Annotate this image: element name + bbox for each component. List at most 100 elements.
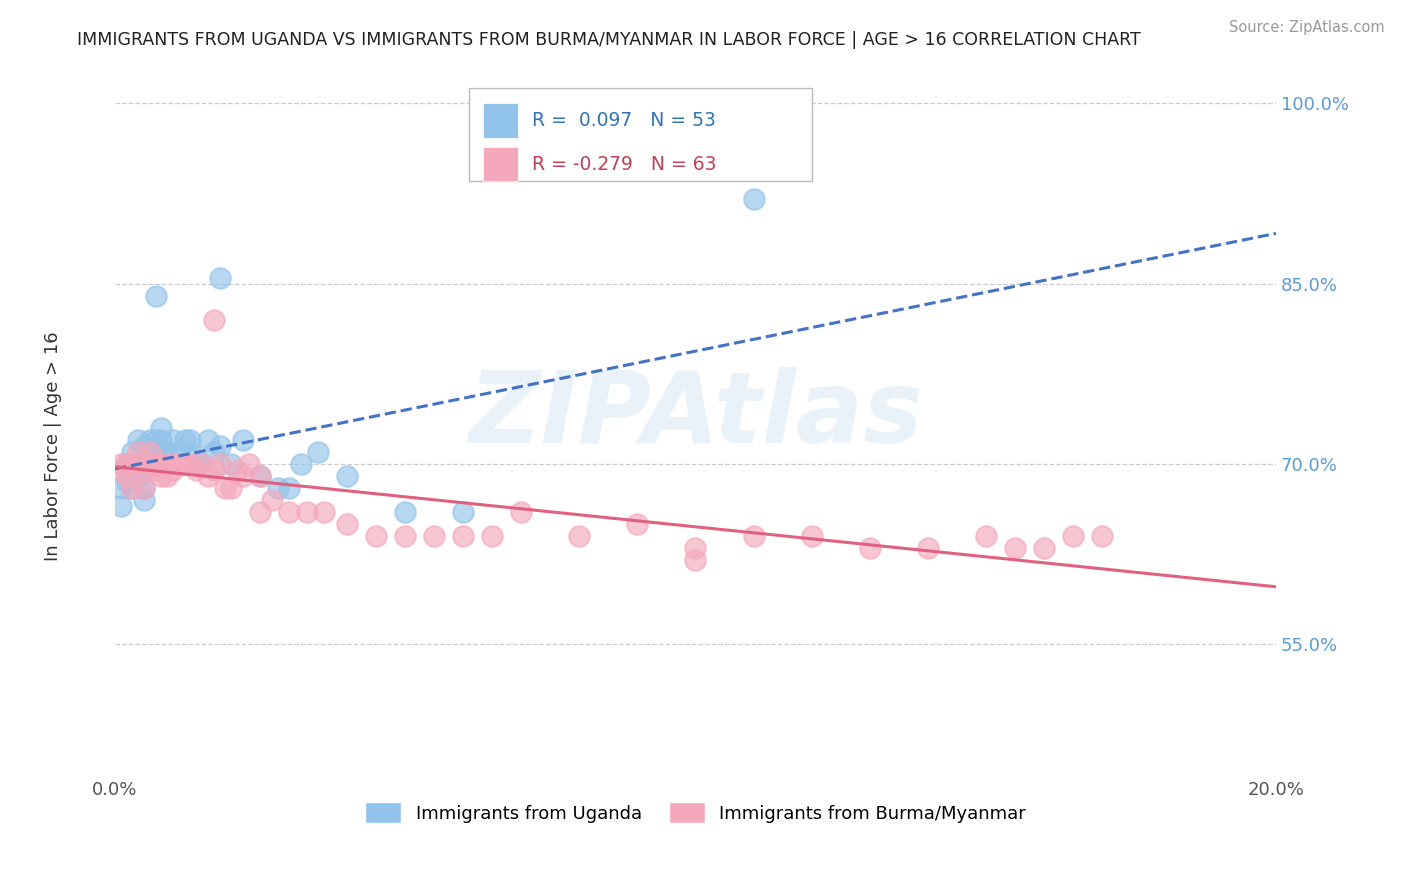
Point <box>278 481 301 495</box>
Point <box>139 433 162 447</box>
Point <box>110 499 132 513</box>
Point <box>115 475 138 489</box>
Point <box>167 457 190 471</box>
Point <box>150 421 173 435</box>
Point <box>110 457 132 471</box>
Point <box>366 529 388 543</box>
Point <box>150 445 173 459</box>
Point <box>173 457 195 471</box>
Point <box>110 481 132 495</box>
Point <box>173 457 195 471</box>
Point <box>742 193 765 207</box>
Point <box>127 457 149 471</box>
Point <box>115 457 138 471</box>
Point <box>568 529 591 543</box>
Point <box>202 312 225 326</box>
Point <box>127 469 149 483</box>
Point <box>150 469 173 483</box>
Point <box>139 445 162 459</box>
Point <box>179 433 201 447</box>
Point <box>156 457 179 471</box>
Point <box>173 457 195 471</box>
Point <box>132 463 155 477</box>
Point <box>226 463 249 477</box>
Point <box>260 492 283 507</box>
Point <box>295 505 318 519</box>
Legend: Immigrants from Uganda, Immigrants from Burma/Myanmar: Immigrants from Uganda, Immigrants from … <box>357 796 1033 830</box>
Point <box>156 457 179 471</box>
Text: In Labor Force | Age > 16: In Labor Force | Age > 16 <box>45 331 62 561</box>
Point <box>266 481 288 495</box>
Point <box>179 457 201 471</box>
Point <box>156 469 179 483</box>
Point <box>917 541 939 555</box>
Text: R = -0.279   N = 63: R = -0.279 N = 63 <box>531 154 716 174</box>
Point <box>219 481 242 495</box>
Point <box>1062 529 1084 543</box>
Point <box>145 457 167 471</box>
Point <box>510 505 533 519</box>
Point <box>132 481 155 495</box>
Point <box>121 481 143 495</box>
Point <box>110 463 132 477</box>
Point <box>167 457 190 471</box>
Point <box>1091 529 1114 543</box>
Point <box>121 457 143 471</box>
Point <box>191 457 214 471</box>
Text: IMMIGRANTS FROM UGANDA VS IMMIGRANTS FROM BURMA/MYANMAR IN LABOR FORCE | AGE > 1: IMMIGRANTS FROM UGANDA VS IMMIGRANTS FRO… <box>77 31 1142 49</box>
Point <box>197 433 219 447</box>
Point <box>481 529 503 543</box>
Point <box>307 445 329 459</box>
Text: Source: ZipAtlas.com: Source: ZipAtlas.com <box>1229 20 1385 35</box>
Point <box>150 457 173 471</box>
Point <box>156 445 179 459</box>
Point <box>423 529 446 543</box>
Point <box>800 529 823 543</box>
Point <box>232 469 254 483</box>
Point <box>202 463 225 477</box>
Point <box>1032 541 1054 555</box>
Point <box>139 457 162 471</box>
Point <box>121 457 143 471</box>
Point <box>162 433 184 447</box>
Point <box>685 541 707 555</box>
Point <box>453 505 475 519</box>
Point <box>278 505 301 519</box>
Point <box>208 457 231 471</box>
Point <box>173 433 195 447</box>
Point <box>238 457 260 471</box>
Point <box>453 529 475 543</box>
Point <box>132 457 155 471</box>
Point <box>974 529 997 543</box>
Point <box>232 433 254 447</box>
Point <box>336 516 359 531</box>
Point <box>219 457 242 471</box>
Point <box>394 505 416 519</box>
Point <box>186 457 208 471</box>
Point <box>162 457 184 471</box>
Point <box>167 457 190 471</box>
Point <box>208 439 231 453</box>
Point <box>742 529 765 543</box>
Text: R =  0.097   N = 53: R = 0.097 N = 53 <box>531 112 716 130</box>
Point <box>312 505 335 519</box>
Point <box>290 457 312 471</box>
Point <box>132 492 155 507</box>
Point <box>121 469 143 483</box>
Point <box>132 457 155 471</box>
Point <box>179 445 201 459</box>
Point <box>626 516 648 531</box>
Point <box>202 445 225 459</box>
Point <box>115 469 138 483</box>
Point <box>145 457 167 471</box>
Bar <box>484 103 517 138</box>
Point <box>208 270 231 285</box>
Point <box>121 481 143 495</box>
Point <box>1004 541 1026 555</box>
FancyBboxPatch shape <box>470 87 811 181</box>
Point <box>394 529 416 543</box>
Point <box>336 469 359 483</box>
Point <box>162 463 184 477</box>
Point <box>191 457 214 471</box>
Bar <box>484 147 517 181</box>
